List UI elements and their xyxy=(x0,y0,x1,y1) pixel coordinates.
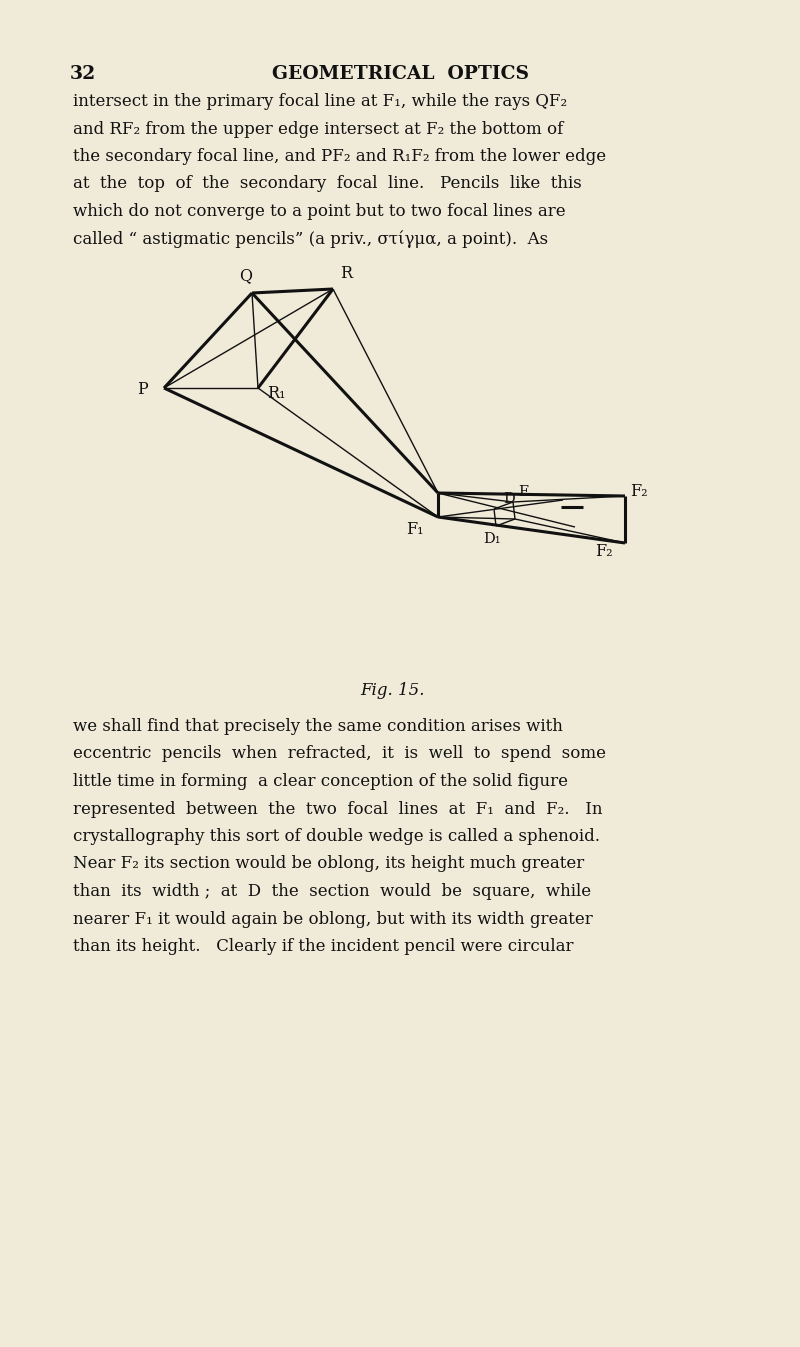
Text: P: P xyxy=(138,381,148,399)
Text: Fig. 15.: Fig. 15. xyxy=(360,682,424,699)
Text: D₁: D₁ xyxy=(483,532,501,546)
Text: E: E xyxy=(518,485,529,498)
Text: which do not converge to a point but to two focal lines are: which do not converge to a point but to … xyxy=(73,203,566,220)
Text: eccentric  pencils  when  refracted,  it  is  well  to  spend  some: eccentric pencils when refracted, it is … xyxy=(73,745,606,762)
Text: and RF₂ from the upper edge intersect at F₂ the bottom of: and RF₂ from the upper edge intersect at… xyxy=(73,120,563,137)
Text: than  its  width ;  at  D  the  section  would  be  square,  while: than its width ; at D the section would … xyxy=(73,884,591,900)
Text: R₁: R₁ xyxy=(267,384,286,401)
Text: we shall find that precisely the same condition arises with: we shall find that precisely the same co… xyxy=(73,718,563,735)
Text: F₂: F₂ xyxy=(595,543,613,560)
Text: F₁: F₁ xyxy=(406,521,424,537)
Text: than its height.   Clearly if the incident pencil were circular: than its height. Clearly if the incident… xyxy=(73,938,574,955)
Text: nearer F₁ it would again be oblong, but with its width greater: nearer F₁ it would again be oblong, but … xyxy=(73,911,593,928)
Text: D: D xyxy=(503,492,514,506)
Text: 32: 32 xyxy=(70,65,96,84)
Text: R: R xyxy=(340,265,352,282)
Text: the secondary focal line, and PF₂ and R₁F₂ from the lower edge: the secondary focal line, and PF₂ and R₁… xyxy=(73,148,606,164)
Text: crystallography this sort of double wedge is called a sphenoid.: crystallography this sort of double wedg… xyxy=(73,828,600,845)
Text: little time in forming  a clear conception of the solid figure: little time in forming a clear conceptio… xyxy=(73,773,568,789)
Text: at  the  top  of  the  secondary  focal  line.   Pencils  like  this: at the top of the secondary focal line. … xyxy=(73,175,582,193)
Text: called “ astigmatic pencils” (a priv., στίγμα, a point).  As: called “ astigmatic pencils” (a priv., σ… xyxy=(73,230,548,248)
Text: F₂: F₂ xyxy=(630,482,648,500)
Text: GEOMETRICAL  OPTICS: GEOMETRICAL OPTICS xyxy=(271,65,529,84)
Text: Near F₂ its section would be oblong, its height much greater: Near F₂ its section would be oblong, its… xyxy=(73,855,584,873)
Text: intersect in the primary focal line at F₁, while the rays QF₂: intersect in the primary focal line at F… xyxy=(73,93,567,110)
Text: represented  between  the  two  focal  lines  at  F₁  and  F₂.   In: represented between the two focal lines … xyxy=(73,800,602,818)
Text: Q: Q xyxy=(239,267,253,284)
